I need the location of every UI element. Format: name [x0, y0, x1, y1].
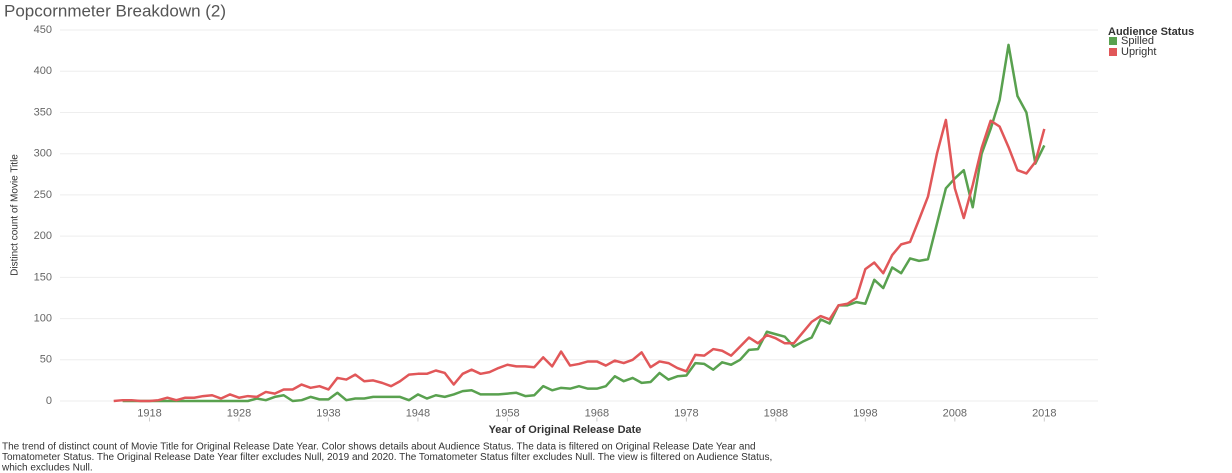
x-tick-label: 1968	[585, 407, 609, 419]
caption-line: Tomatometer Status. The Original Release…	[2, 452, 772, 463]
x-tick-label: 1978	[674, 407, 698, 419]
x-tick-label: 1918	[137, 407, 161, 419]
x-tick-label: 1958	[495, 407, 519, 419]
legend-swatch	[1109, 37, 1117, 45]
chart-title: Popcornmeter Breakdown (2)	[4, 1, 226, 20]
y-axis-label: Distinct count of Movie Title	[10, 154, 21, 276]
legend-label: Upright	[1121, 46, 1156, 58]
y-tick-label: 200	[34, 230, 52, 242]
y-tick-label: 250	[34, 189, 52, 201]
y-tick-label: 300	[34, 148, 52, 160]
y-tick-label: 400	[34, 65, 52, 77]
x-tick-label: 1928	[227, 407, 251, 419]
x-tick-label: 1998	[853, 407, 877, 419]
legend-swatch	[1109, 48, 1117, 56]
series-line	[113, 118, 1046, 403]
y-tick-label: 150	[34, 271, 52, 283]
x-tick-label: 1988	[764, 407, 788, 419]
y-tick-label: 450	[34, 24, 52, 36]
x-axis-label: Year of Original Release Date	[489, 424, 642, 436]
y-tick-label: 0	[46, 395, 52, 407]
series-line	[122, 43, 1046, 403]
x-tick-label: 1938	[316, 407, 340, 419]
legend-label: Spilled	[1121, 35, 1154, 47]
legend-title: Audience Status	[1108, 26, 1194, 38]
x-tick-label: 1948	[406, 407, 430, 419]
x-tick-label: 2008	[943, 407, 967, 419]
caption-line: The trend of distinct count of Movie Tit…	[2, 442, 756, 453]
y-tick-label: 50	[40, 354, 52, 366]
y-tick-label: 100	[34, 312, 52, 324]
x-tick-label: 2018	[1032, 407, 1056, 419]
caption-line: which excludes Null.	[1, 463, 93, 473]
y-tick-label: 350	[34, 106, 52, 118]
